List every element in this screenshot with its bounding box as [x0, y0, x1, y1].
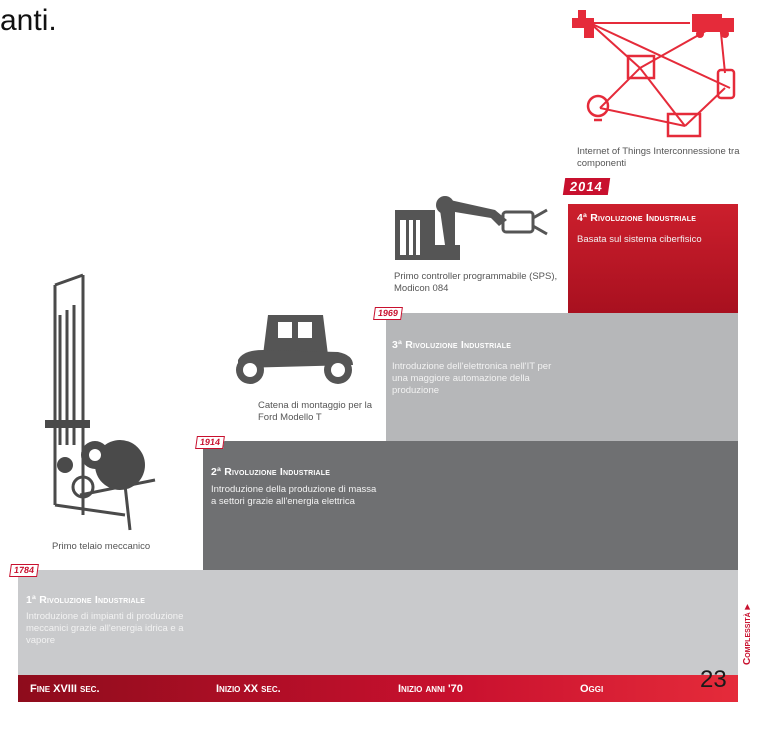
step-4-mid — [568, 441, 738, 570]
loom-icon — [45, 273, 156, 531]
revolution-3-description: Introduzione dell'elettronica nell'IT pe… — [392, 361, 552, 396]
era-label-4: Oggi — [580, 683, 604, 695]
step-3-base — [386, 570, 568, 675]
revolution-1-description: Introduzione di impianti di produzione m… — [26, 611, 184, 646]
step-4-base — [568, 570, 738, 675]
era-label-2: Inizio XX sec. — [216, 683, 281, 695]
step-1-block — [18, 570, 203, 675]
era-bar — [18, 675, 738, 702]
year-tag-1914: 1914 — [195, 436, 225, 449]
era-label-1: Fine XVIII sec. — [30, 683, 100, 695]
caption-loom: Primo telaio meccanico — [52, 541, 151, 552]
page-number: 23 — [700, 666, 727, 693]
iot-network-icon — [572, 10, 736, 138]
step-2-base — [203, 570, 386, 675]
revolution-1-title: 1ª Rivoluzione Industriale — [26, 594, 146, 606]
caption-ford: Catena di montaggio per la Ford Modello … — [258, 400, 373, 423]
year-tag-1784: 1784 — [9, 564, 39, 577]
car-icon — [236, 315, 353, 384]
step-3-mid — [386, 441, 568, 570]
year-tag-2014: 2014 — [562, 178, 611, 195]
complexity-axis-label: Complessità ▸ — [742, 604, 753, 665]
revolution-4-description: Basata sul sistema ciberfisico — [577, 234, 702, 245]
step-4-block — [568, 204, 738, 313]
revolution-2-description: Introduzione della produzione di massa a… — [211, 484, 377, 507]
revolution-3-title: 3ª Rivoluzione Industriale — [392, 339, 512, 351]
caption-iot: Internet of Things Interconnessione tra … — [577, 146, 740, 169]
step-3-block — [386, 313, 568, 441]
revolution-2-title: 2ª Rivoluzione Industriale — [211, 466, 331, 478]
revolution-4-title: 4ª Rivoluzione Industriale — [577, 212, 697, 224]
caption-plc: Primo controller programmabile (SPS), Mo… — [394, 271, 558, 294]
step-2-block — [203, 441, 386, 570]
robot-arm-icon — [395, 196, 548, 260]
year-tag-1969: 1969 — [373, 307, 403, 320]
heading-fragment: anti. — [0, 4, 57, 37]
step-4-upper — [568, 313, 738, 441]
era-label-3: Inizio anni '70 — [398, 683, 463, 695]
